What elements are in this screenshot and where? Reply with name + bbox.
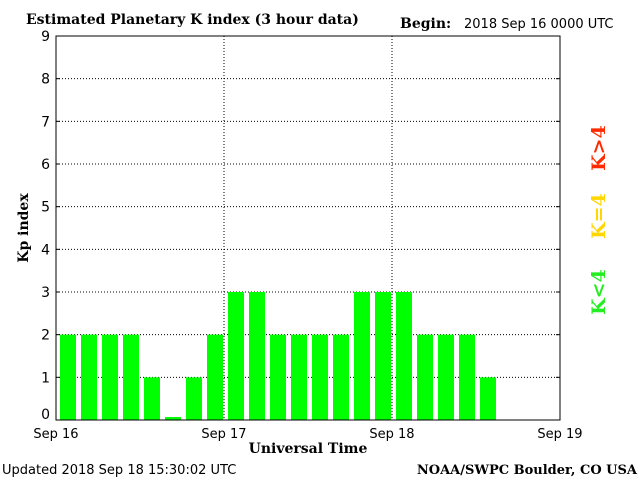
plot-frame [55,35,561,421]
legend-item: K>4 [588,125,610,171]
y-tick-label: 8 [41,72,50,88]
kp-bar [144,377,160,420]
kp-bar [81,334,97,420]
kp-bar [438,334,454,420]
x-axis-label: Universal Time [249,441,368,457]
x-tick-label: Sep 19 [537,427,582,442]
kp-bar [291,334,307,420]
legend: K>4 K=4 K<4 [588,125,610,315]
kp-bar [102,334,118,420]
bar-series [60,292,496,420]
kp-bar [186,377,202,420]
y-tick-label: 3 [41,285,50,301]
y-tick-labels: 0 1 2 3 4 5 6 7 8 9 [41,29,560,423]
kp-bar [249,292,265,420]
kp-bar [123,334,139,420]
y-tick-label: 6 [41,157,50,173]
y-axis-label: Kp index [16,193,32,263]
kp-bar [480,377,496,420]
x-tick-labels: Sep 16 Sep 17 Sep 18 Sep 19 [33,427,582,442]
credit-text: NOAA/SWPC Boulder, CO USA [417,463,638,478]
kp-bar [459,334,475,420]
kp-bar [354,292,370,420]
kp-bar [207,334,223,420]
kp-bar [270,334,286,420]
chart-title: Estimated Planetary K index (3 hour data… [26,12,359,28]
legend-item: K<4 [588,269,610,315]
y-tick-label: 7 [41,114,50,130]
y-tick-label: 1 [41,370,50,386]
kp-bar [228,292,244,420]
x-tick-label: Sep 17 [201,427,246,442]
kp-bar [375,292,391,420]
kp-bar [312,334,328,420]
kp-bar [417,334,433,420]
kp-bar [165,417,181,420]
y-tick-label: 0 [41,407,50,423]
y-tick-label: 4 [41,242,50,258]
y-tick-label: 9 [41,29,50,45]
x-tick-label: Sep 18 [369,427,414,442]
updated-timestamp: Updated 2018 Sep 18 15:30:02 UTC [2,463,236,478]
kp-bar [60,334,76,420]
kp-bar [396,292,412,420]
y-tick-label: 2 [41,328,50,344]
kp-bar [333,334,349,420]
legend-item: K=4 [588,193,610,239]
y-tick-label: 5 [41,200,50,216]
grid-lines [56,36,560,420]
begin-value: 2018 Sep 16 0000 UTC [464,17,614,32]
x-tick-label: Sep 16 [33,427,78,442]
begin-label: Begin: [400,16,451,32]
